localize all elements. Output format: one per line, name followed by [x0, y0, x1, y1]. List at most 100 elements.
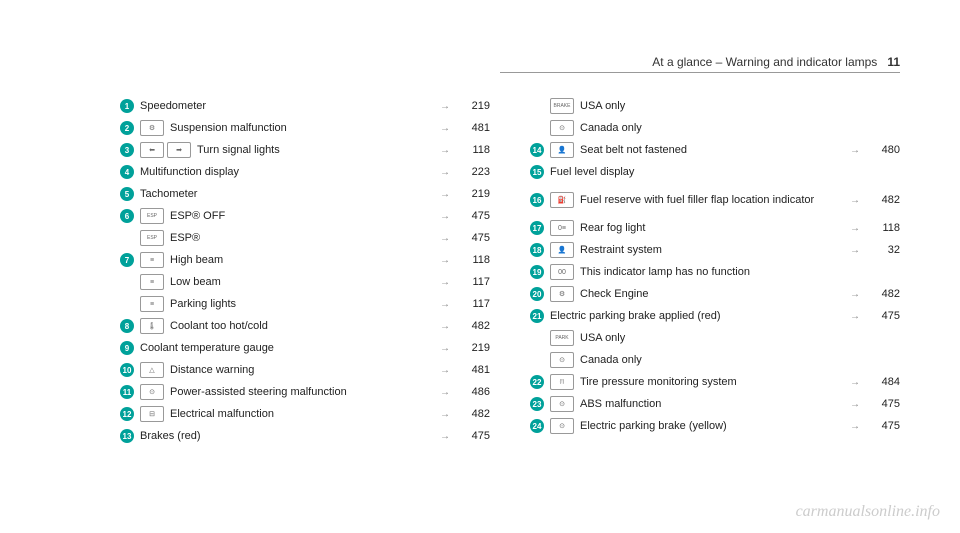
indicator-icon: ⊙: [550, 352, 574, 368]
page-ref: 118: [860, 222, 900, 234]
content-columns: 1Speedometer→2192⚙Suspension malfunction…: [120, 95, 900, 447]
item-label: Fuel reserve with fuel filler flap locat…: [580, 194, 840, 206]
list-item: 15Fuel level display: [530, 161, 900, 183]
arrow-icon: →: [430, 211, 450, 222]
item-label: Multifunction display: [140, 166, 430, 178]
item-number: 17: [530, 221, 544, 235]
indicator-icon: ⬅: [140, 142, 164, 158]
item-label: Tire pressure monitoring system: [580, 376, 840, 388]
item-number: 10: [120, 363, 134, 377]
indicator-icon: BRAKE: [550, 98, 574, 114]
icon-pair: ⬅➡: [140, 142, 191, 158]
number-spacer: [120, 297, 134, 311]
list-item: PARK USA only: [530, 327, 900, 349]
item-label: Electric parking brake applied (red): [550, 310, 840, 322]
arrow-icon: →: [840, 377, 860, 388]
indicator-icon: ⊟: [140, 406, 164, 422]
list-item: ≡Parking lights→117: [120, 293, 490, 315]
page-ref: 484: [860, 376, 900, 388]
page-ref: 475: [860, 420, 900, 432]
item-number: 5: [120, 187, 134, 201]
list-item: 16⛽Fuel reserve with fuel filler flap lo…: [530, 183, 900, 217]
list-item: 24⊙Electric parking brake (yellow)→475: [530, 415, 900, 437]
indicator-icon: 👤: [550, 142, 574, 158]
indicator-icon: ≡: [140, 274, 164, 290]
page-ref: 32: [860, 244, 900, 256]
item-number: 22: [530, 375, 544, 389]
item-number: 4: [120, 165, 134, 179]
page-ref: 475: [450, 430, 490, 442]
number-spacer: [530, 353, 544, 367]
list-item: 3⬅➡Turn signal lights→118: [120, 139, 490, 161]
arrow-icon: →: [430, 387, 450, 398]
item-label: ESP® OFF: [170, 210, 430, 222]
indicator-icon: ⊙: [550, 396, 574, 412]
list-item: 20⚙Check Engine→482: [530, 283, 900, 305]
page-ref: 118: [450, 254, 490, 266]
arrow-icon: →: [840, 289, 860, 300]
item-number: 21: [530, 309, 544, 323]
item-label: Brakes (red): [140, 430, 430, 442]
page-ref: 117: [450, 276, 490, 288]
page-ref: 219: [450, 342, 490, 354]
arrow-icon: →: [430, 431, 450, 442]
list-item: 4Multifunction display→223: [120, 161, 490, 183]
indicator-icon: ⊙: [140, 384, 164, 400]
indicator-icon: ⊙: [550, 418, 574, 434]
indicator-icon: ESP: [140, 230, 164, 246]
arrow-icon: →: [430, 365, 450, 376]
page-ref: 482: [860, 288, 900, 300]
list-item: 9Coolant temperature gauge→219: [120, 337, 490, 359]
arrow-icon: →: [430, 321, 450, 332]
item-label: Electrical malfunction: [170, 408, 430, 420]
list-item: ⊙ Canada only: [530, 349, 900, 371]
list-item: 5Tachometer→219: [120, 183, 490, 205]
list-item: 11⊙Power-assisted steering malfunction→4…: [120, 381, 490, 403]
arrow-icon: →: [430, 123, 450, 134]
header-rule: [500, 72, 900, 73]
indicator-icon: ⊙: [550, 120, 574, 136]
arrow-icon: →: [840, 421, 860, 432]
item-number: 3: [120, 143, 134, 157]
item-number: 2: [120, 121, 134, 135]
item-label: Suspension malfunction: [170, 122, 430, 134]
page-ref: 480: [860, 144, 900, 156]
item-label: ESP®: [170, 232, 430, 244]
item-label: USA only: [580, 332, 900, 344]
page-ref: 475: [450, 232, 490, 244]
page-ref: 486: [450, 386, 490, 398]
list-item: 7≡High beam→118: [120, 249, 490, 271]
indicator-icon: 🌡: [140, 318, 164, 334]
number-spacer: [530, 331, 544, 345]
page-ref: 475: [450, 210, 490, 222]
item-label: Fuel level display: [550, 166, 900, 178]
indicator-icon: PARK: [550, 330, 574, 346]
item-number: 16: [530, 193, 544, 207]
list-item: 10△Distance warning→481: [120, 359, 490, 381]
item-label: Canada only: [580, 354, 900, 366]
item-label: Speedometer: [140, 100, 430, 112]
page-ref: 482: [860, 194, 900, 206]
item-label: Electric parking brake (yellow): [580, 420, 840, 432]
list-item: BRAKEUSA only: [530, 95, 900, 117]
list-item: 8🌡Coolant too hot/cold→482: [120, 315, 490, 337]
list-item: 21Electric parking brake applied (red)→4…: [530, 305, 900, 327]
item-number: 12: [120, 407, 134, 421]
item-label: This indicator lamp has no function: [580, 266, 900, 278]
item-label: Parking lights: [170, 298, 430, 310]
item-number: 9: [120, 341, 134, 355]
indicator-icon: ≡: [140, 252, 164, 268]
item-number: 18: [530, 243, 544, 257]
list-item: ESPESP®→475: [120, 227, 490, 249]
item-number: 6: [120, 209, 134, 223]
page-ref: 117: [450, 298, 490, 310]
arrow-icon: →: [430, 409, 450, 420]
indicator-icon: △: [140, 362, 164, 378]
list-item: 18👤Restraint system→32: [530, 239, 900, 261]
list-item: 2⚙Suspension malfunction→481: [120, 117, 490, 139]
list-item: 170≡Rear fog light→118: [530, 217, 900, 239]
item-label: Low beam: [170, 276, 430, 288]
page-ref: 219: [450, 188, 490, 200]
item-number: 14: [530, 143, 544, 157]
header-prefix: At a glance –: [652, 55, 725, 69]
